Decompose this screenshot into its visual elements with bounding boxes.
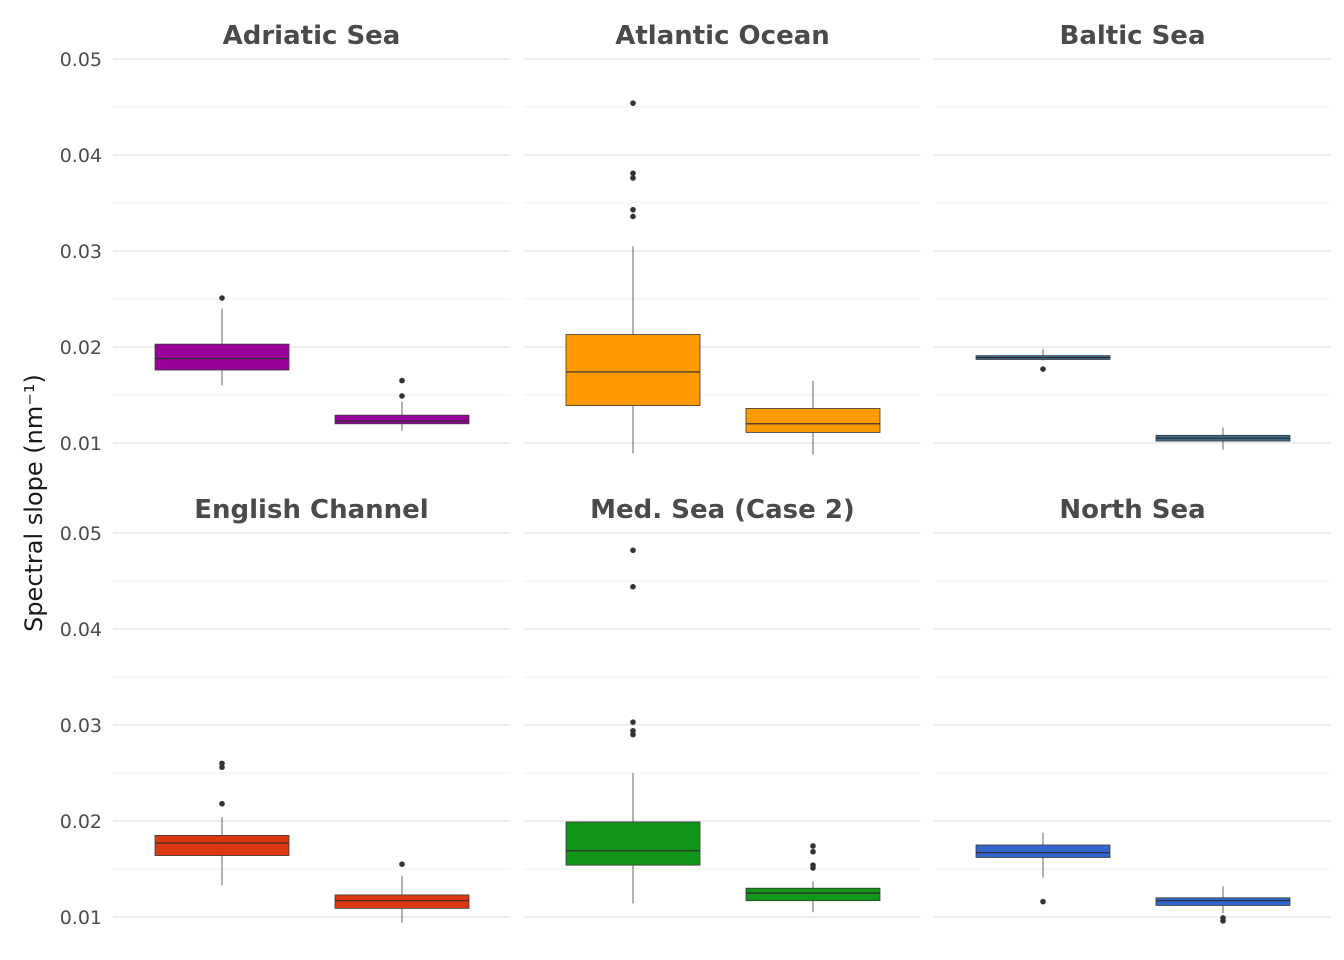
facet-panel: Atlantic Ocean bbox=[524, 21, 921, 455]
outlier-point bbox=[1040, 898, 1046, 905]
outlier-point bbox=[630, 583, 636, 590]
facet-panel: Baltic Sea bbox=[934, 21, 1331, 450]
iqr-box bbox=[745, 408, 881, 433]
y-axis-label: Spectral slope (nm⁻¹) bbox=[20, 374, 48, 632]
boxplot bbox=[745, 843, 881, 913]
y-tick-label: 0.01 bbox=[60, 433, 102, 455]
facet-panel: English Channel 0.01 0.02 0.03 0.04 0.05 bbox=[60, 495, 510, 929]
iqr-box bbox=[334, 414, 470, 425]
facet-panels: Adriatic Sea 0.01 0.02 0.03 0.04 0.05 Atlantic… bbox=[60, 21, 1331, 929]
outlier-point bbox=[219, 800, 225, 807]
y-tick-label: 0.03 bbox=[60, 241, 102, 263]
outlier-point bbox=[1220, 918, 1226, 924]
iqr-box bbox=[154, 835, 290, 856]
outlier-point bbox=[630, 719, 636, 725]
iqr-box bbox=[565, 821, 701, 866]
outlier-point bbox=[630, 547, 636, 554]
outlier-point bbox=[399, 861, 405, 867]
iqr-box bbox=[745, 887, 881, 902]
iqr-box bbox=[334, 894, 470, 909]
outlier-point bbox=[630, 213, 636, 220]
boxplot bbox=[975, 832, 1111, 905]
facet-title: English Channel bbox=[194, 495, 428, 525]
boxplot bbox=[334, 377, 470, 431]
iqr-box bbox=[154, 343, 290, 371]
facet-panel: North Sea bbox=[934, 495, 1331, 924]
facet-title: Adriatic Sea bbox=[223, 21, 401, 51]
facet-title: Atlantic Ocean bbox=[615, 21, 830, 51]
y-tick-label: 0.04 bbox=[60, 145, 102, 167]
facet-panel: Med. Sea (Case 2) bbox=[524, 495, 921, 918]
y-tick-label: 0.03 bbox=[60, 715, 102, 737]
y-tick-label: 0.02 bbox=[60, 337, 102, 359]
outlier-point bbox=[630, 100, 636, 106]
y-tick-label: 0.01 bbox=[60, 907, 102, 929]
outlier-point bbox=[630, 731, 636, 738]
iqr-box bbox=[565, 334, 701, 406]
boxplot bbox=[334, 861, 470, 923]
outlier-point bbox=[630, 175, 636, 181]
outlier-point bbox=[810, 865, 816, 871]
boxplot bbox=[565, 547, 701, 904]
outlier-point bbox=[399, 393, 405, 399]
facet-title: North Sea bbox=[1059, 495, 1205, 525]
facet-title: Baltic Sea bbox=[1060, 21, 1206, 51]
outlier-point bbox=[810, 843, 816, 849]
outlier-point bbox=[630, 727, 636, 734]
y-tick-label: 0.04 bbox=[60, 619, 102, 641]
outlier-point bbox=[1040, 366, 1046, 372]
boxplot bbox=[745, 380, 881, 455]
boxplot bbox=[975, 348, 1111, 372]
y-tick-label: 0.05 bbox=[60, 523, 102, 545]
boxplot bbox=[1155, 427, 1291, 450]
iqr-box bbox=[1155, 897, 1291, 906]
outlier-point bbox=[219, 760, 225, 767]
boxplot bbox=[154, 295, 290, 386]
y-tick-label: 0.05 bbox=[60, 49, 102, 71]
outlier-point bbox=[399, 377, 405, 384]
outlier-point bbox=[810, 848, 816, 855]
outlier-point bbox=[630, 206, 636, 213]
iqr-box bbox=[975, 844, 1111, 858]
outlier-point bbox=[219, 295, 225, 301]
facet-title: Med. Sea (Case 2) bbox=[590, 495, 855, 525]
outlier-point bbox=[630, 170, 636, 177]
facet-panel: Adriatic Sea 0.01 0.02 0.03 0.04 0.05 bbox=[60, 21, 510, 455]
y-tick-label: 0.02 bbox=[60, 811, 102, 833]
boxplot bbox=[154, 760, 290, 886]
outlier-point bbox=[219, 764, 225, 771]
boxplot bbox=[565, 100, 701, 454]
boxplot bbox=[1155, 886, 1291, 924]
